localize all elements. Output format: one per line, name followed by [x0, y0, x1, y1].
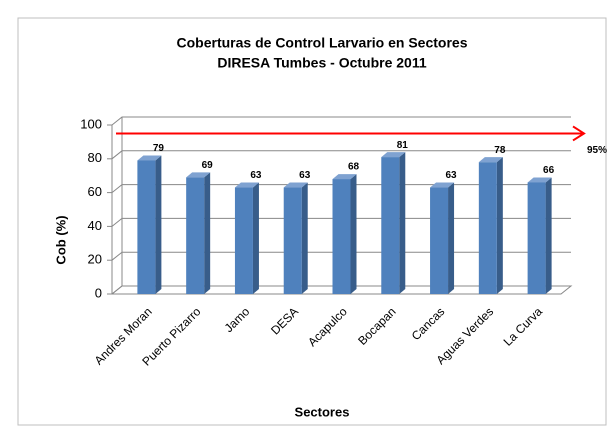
- data-label: 66: [543, 165, 555, 176]
- reference-label: 95%: [587, 145, 607, 156]
- y-tick-label: 40: [88, 218, 102, 233]
- y-tick-label: 80: [88, 150, 102, 165]
- grid-line: [111, 150, 571, 160]
- y-tick-label: 60: [88, 184, 102, 199]
- y-tick-label: 0: [95, 285, 102, 300]
- bar: [283, 182, 308, 294]
- bar: [234, 182, 259, 294]
- y-axis-label: Cob (%): [53, 215, 68, 264]
- chart-subtitle: DIRESA Tumbes - Octubre 2011: [217, 55, 426, 71]
- data-label: 68: [348, 162, 360, 173]
- bar: [478, 157, 503, 294]
- data-label: 78: [494, 145, 506, 156]
- bar: [430, 182, 455, 294]
- data-label: 69: [202, 160, 214, 171]
- data-label: 63: [299, 170, 311, 181]
- grid-line: [111, 285, 571, 295]
- grid-line: [111, 116, 571, 126]
- bar: [186, 172, 211, 294]
- y-tick-label: 20: [88, 252, 102, 267]
- chart-frame: [17, 17, 607, 426]
- reference-arrow: [572, 125, 586, 142]
- data-label: 63: [445, 170, 457, 181]
- data-label: 63: [250, 170, 262, 181]
- bar: [527, 177, 552, 294]
- data-label: 81: [397, 140, 409, 151]
- data-label: 79: [153, 143, 165, 154]
- y-tick-label: 100: [80, 116, 102, 131]
- grid-line: [111, 251, 571, 261]
- chart-title: Coberturas de Control Larvario en Sector…: [177, 35, 468, 51]
- bar: [381, 152, 406, 294]
- grid-line: [111, 184, 571, 193]
- x-axis-label: Sectores: [295, 404, 350, 419]
- bar: [137, 155, 162, 294]
- grid-line: [111, 217, 571, 227]
- bar: [332, 174, 357, 294]
